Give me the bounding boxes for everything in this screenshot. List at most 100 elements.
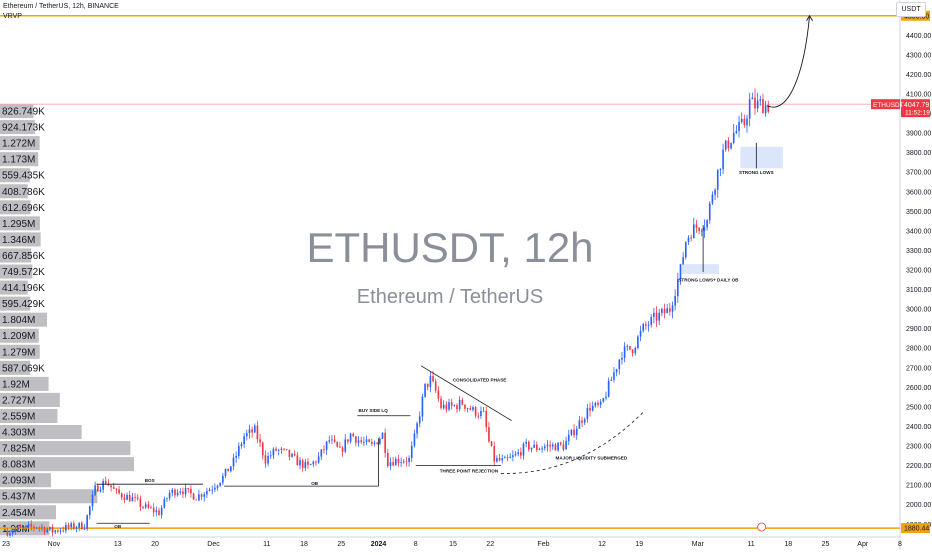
price-tick-label: 4400.00 [906,33,931,40]
price-tick-label: 2800.00 [906,346,931,353]
time-tick-label: 18 [784,541,792,548]
candle-body [700,230,703,232]
candle-body [432,375,434,382]
candle-body [661,308,663,313]
candle-body [695,224,698,228]
candle-body [99,489,102,492]
candle-body [748,99,751,119]
price-tick-label: 3400.00 [906,228,931,235]
candle-body [102,481,104,490]
candle-body [267,455,269,464]
time-tick-label: 2024 [371,541,387,548]
currency-selector[interactable]: USDT [896,2,926,17]
candle-body [293,453,296,456]
candle-body [19,527,22,528]
candle-body [450,402,453,406]
volume-label: 8.083M [2,460,35,471]
volume-label: 826.749K [2,107,45,118]
candle-body [730,142,732,149]
candle-body [751,97,754,100]
time-tick-label: 22 [486,541,494,548]
candle-body [336,441,339,447]
chart-legend-title[interactable]: Ethereum / TetherUS, 12h, BINANCE [3,3,119,10]
candle-body [264,455,267,464]
volume-bar [0,136,40,151]
candle-body [575,428,578,436]
candle-body [557,442,559,451]
candle-body [469,408,472,410]
candle-body [684,241,687,258]
time-tick-label: 25 [337,541,345,548]
candle-body [392,462,394,466]
candle-body [716,169,719,190]
candle-body [134,497,136,498]
candle-body [408,458,410,463]
candle-body [182,491,184,495]
volume-label: 587.069K [2,363,45,374]
current-price-text: 4047.79 [904,102,929,109]
volume-label: 1.295M [2,219,35,230]
candle-body [158,510,160,516]
candle-body [78,522,80,528]
candle-body [176,492,179,496]
candle-body [722,149,724,170]
volume-bar [0,120,35,135]
candle-body [490,441,493,447]
volume-label: 2.727M [2,395,35,406]
candle-body [562,444,565,450]
volume-label: 1.173M [2,155,35,166]
candle-body [73,523,75,529]
time-tick-label: Nov [48,541,61,548]
time-axis[interactable]: 23 Nov 13 20 Dec 11 18 25 2024 8 15 22 Feb 12 19 Mar 11 1… [0,536,902,548]
candle-body [243,436,245,445]
annotation-label: MAJOR LIQUIDITY SUBMERGED [556,456,628,461]
candle-body [754,97,756,109]
candle-body [554,444,557,451]
candle-body [583,419,586,423]
candle-body [743,118,746,126]
candle-body [615,369,618,373]
candle-body [724,140,727,150]
candle-body [65,524,67,531]
candle-body [626,346,629,347]
candle-body [480,411,482,416]
candle-body [94,485,96,495]
indicator-legend[interactable]: VRVP [3,13,22,20]
candle-body [541,448,543,450]
volume-bar [0,184,28,199]
candle-body [602,398,605,402]
candle-body [466,408,469,410]
price-tick-label: 3700.00 [906,170,931,177]
candle-body [658,312,661,321]
volume-bar [0,344,40,359]
candle-body [384,432,386,453]
volume-bar [0,457,134,472]
price-axis[interactable]: 1900.002000.002100.002200.002300.002400.… [899,0,932,550]
candle-body [416,423,418,434]
candle-body [339,446,341,448]
time-tick-label: 12 [598,541,606,548]
candle-body [25,525,27,528]
volume-label: 667.856K [2,251,45,262]
price-tick-label: 3200.00 [906,268,931,275]
candle-body [214,487,216,490]
candle-body [690,237,692,239]
candle-body [381,432,384,439]
candle-body [6,532,9,536]
candle-body [344,439,347,452]
volume-label: 1.272M [2,139,35,150]
candle-body [653,312,655,317]
candle-body [573,429,575,436]
volume-label: 612.696K [2,203,45,214]
candle-body [174,489,176,496]
price-tick-label: 2100.00 [906,483,931,490]
candle-body [549,444,551,447]
candle-body [496,458,498,462]
candle-body [57,530,59,532]
candle-body [647,324,650,326]
candle-body [485,410,488,428]
candle-body [448,402,450,410]
candle-body [277,450,280,451]
